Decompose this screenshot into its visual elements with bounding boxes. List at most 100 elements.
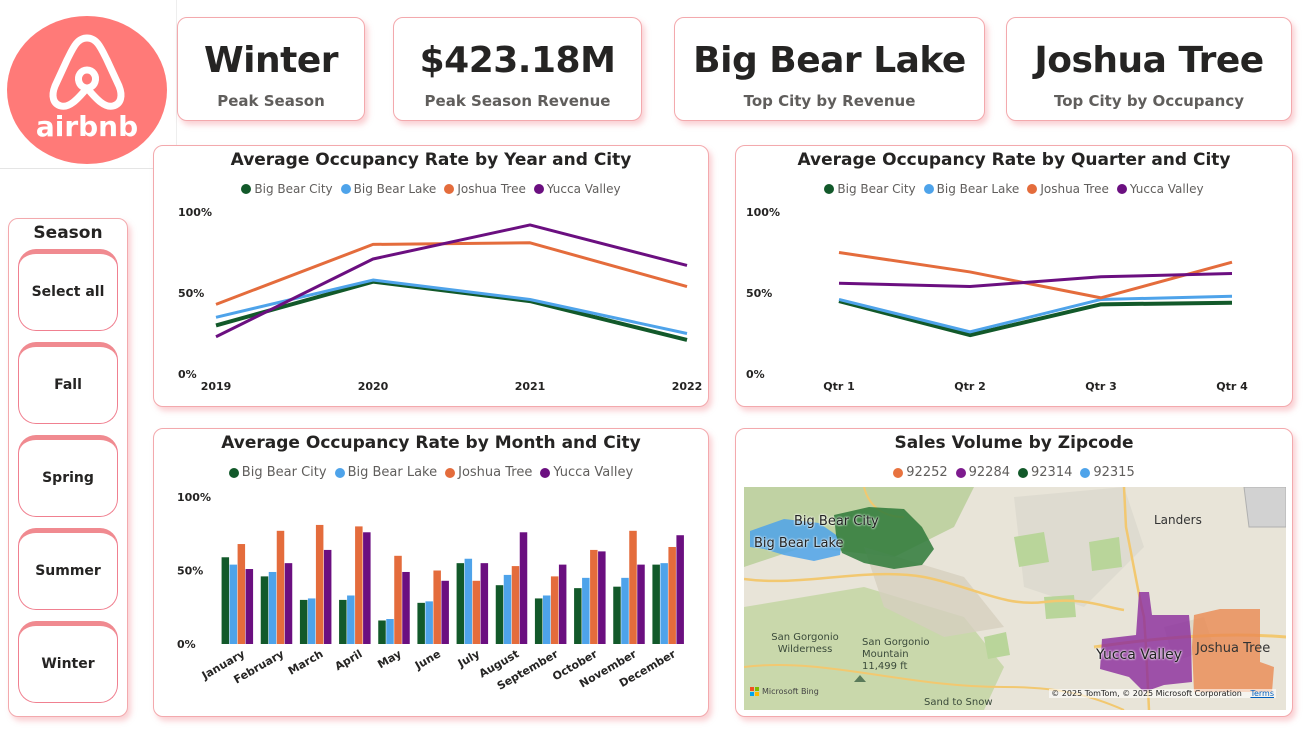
slicer-option-summer[interactable]: Summer: [18, 528, 118, 610]
zip-92252-area[interactable]: [1192, 609, 1274, 692]
bar-november-yucca-valley[interactable]: [637, 564, 645, 644]
bar-may-yucca-valley[interactable]: [402, 571, 410, 644]
y-tick-label: 0%: [746, 368, 765, 381]
map-canvas[interactable]: Big Bear City Big Bear Lake Landers San …: [744, 487, 1286, 710]
kpi-value: $423.18M: [419, 40, 616, 81]
legend-item[interactable]: Big Bear Lake: [923, 182, 1020, 196]
series-line-joshua-tree[interactable]: [215, 241, 688, 306]
bar-july-yucca-valley[interactable]: [480, 563, 489, 644]
chart-occupancy-by-month: Average Occupancy Rate by Month and City…: [153, 428, 709, 717]
bar-december-yucca-valley[interactable]: [676, 535, 684, 644]
slicer-option-spring[interactable]: Spring: [18, 435, 118, 517]
series-line-yucca-valley[interactable]: [215, 223, 688, 339]
bar-september-yucca-valley[interactable]: [558, 564, 567, 644]
series-line-big-bear-lake[interactable]: [838, 294, 1233, 334]
x-tick-label: Qtr 4: [1216, 380, 1248, 393]
legend-item[interactable]: 92315: [1080, 465, 1135, 480]
bar-september-big-bear-city[interactable]: [534, 598, 543, 644]
bar-march-joshua-tree[interactable]: [315, 524, 324, 644]
bar-october-big-bear-lake[interactable]: [582, 577, 590, 644]
bar-april-yucca-valley[interactable]: [363, 532, 371, 644]
bar-april-big-bear-lake[interactable]: [347, 595, 355, 644]
bar-november-big-bear-city[interactable]: [613, 586, 621, 644]
bar-march-big-bear-lake[interactable]: [307, 598, 316, 644]
bar-july-big-bear-lake[interactable]: [464, 558, 473, 644]
bar-november-big-bear-lake[interactable]: [621, 577, 629, 644]
legend-item[interactable]: Big Bear City: [824, 182, 916, 196]
slicer-option-winter[interactable]: Winter: [18, 621, 118, 703]
bing-label: Microsoft Bing: [762, 687, 819, 696]
series-line-joshua-tree[interactable]: [838, 251, 1233, 300]
bar-may-big-bear-lake[interactable]: [386, 619, 394, 644]
bar-march-big-bear-city[interactable]: [299, 599, 308, 644]
bar-january-big-bear-city[interactable]: [221, 557, 230, 644]
bar-october-yucca-valley[interactable]: [598, 551, 606, 644]
bar-september-joshua-tree[interactable]: [550, 576, 559, 644]
legend-item[interactable]: Yucca Valley: [533, 182, 621, 196]
bar-october-big-bear-city[interactable]: [574, 588, 582, 644]
bar-january-yucca-valley[interactable]: [245, 569, 254, 644]
x-tick-label: May: [375, 647, 403, 671]
bar-february-big-bear-lake[interactable]: [268, 571, 277, 644]
bar-may-big-bear-city[interactable]: [378, 620, 386, 644]
legend-item[interactable]: 92284: [955, 465, 1010, 480]
bar-december-big-bear-lake[interactable]: [660, 563, 668, 644]
zip-92314-area[interactable]: [834, 507, 934, 569]
legend-item[interactable]: 92314: [1018, 465, 1072, 480]
chart-title: Average Occupancy Rate by Quarter and Ci…: [797, 150, 1231, 170]
legend-item[interactable]: Big Bear Lake: [334, 465, 438, 480]
legend-label: Big Bear Lake: [936, 182, 1020, 196]
bar-june-big-bear-city[interactable]: [417, 602, 425, 644]
legend-item[interactable]: Big Bear City: [228, 465, 327, 480]
bar-august-yucca-valley[interactable]: [519, 532, 528, 644]
legend-item[interactable]: Big Bear Lake: [340, 182, 436, 196]
legend-item[interactable]: Big Bear City: [241, 182, 333, 196]
bar-december-big-bear-city[interactable]: [652, 564, 660, 644]
bar-june-yucca-valley[interactable]: [441, 580, 449, 644]
series-line-yucca-valley[interactable]: [838, 272, 1233, 289]
bar-august-big-bear-city[interactable]: [495, 585, 504, 644]
x-tick-label: Qtr 1: [823, 380, 855, 393]
bar-november-joshua-tree[interactable]: [629, 530, 637, 644]
chart-legend: Big Bear City Big Bear Lake Joshua Tree …: [154, 182, 708, 196]
series-line-big-bear-city[interactable]: [838, 299, 1233, 338]
bar-july-big-bear-city[interactable]: [456, 563, 465, 644]
legend-dot: [1018, 467, 1028, 478]
legend-label: Big Bear Lake: [347, 465, 438, 480]
bar-february-joshua-tree[interactable]: [276, 530, 285, 644]
y-tick-label: 0%: [178, 368, 197, 381]
legend-item[interactable]: Yucca Valley: [1116, 182, 1204, 196]
slicer-option-fall[interactable]: Fall: [18, 342, 118, 424]
bar-april-joshua-tree[interactable]: [355, 526, 363, 644]
zip-92284-area[interactable]: [1100, 592, 1192, 692]
bar-april-big-bear-city[interactable]: [339, 599, 347, 644]
legend-item[interactable]: 92252: [893, 465, 948, 480]
bar-december-joshua-tree[interactable]: [668, 546, 676, 644]
bar-january-joshua-tree[interactable]: [237, 544, 246, 644]
bar-february-big-bear-city[interactable]: [260, 576, 269, 644]
series-line-big-bear-city[interactable]: [215, 279, 688, 342]
slicer-option-select-all[interactable]: Select all: [18, 249, 118, 331]
bar-june-big-bear-lake[interactable]: [425, 601, 433, 644]
bar-june-joshua-tree[interactable]: [433, 570, 441, 645]
bar-august-joshua-tree[interactable]: [511, 566, 520, 644]
bar-february-yucca-valley[interactable]: [284, 563, 293, 644]
bar-march-yucca-valley[interactable]: [323, 549, 332, 644]
bing-logo: Microsoft Bing: [750, 687, 819, 696]
terms-link[interactable]: Terms: [1250, 689, 1274, 698]
legend-item[interactable]: Yucca Valley: [540, 465, 633, 480]
legend-item[interactable]: Joshua Tree: [1027, 182, 1109, 196]
bar-july-joshua-tree[interactable]: [472, 580, 481, 644]
zip-92315-area[interactable]: [750, 519, 842, 561]
kpi-value: Big Bear Lake: [693, 40, 966, 81]
bar-september-big-bear-lake[interactable]: [542, 595, 551, 644]
legend-item[interactable]: Joshua Tree: [444, 182, 526, 196]
logo-divider-line: [0, 168, 176, 169]
bar-january-big-bear-lake[interactable]: [229, 564, 238, 644]
chart-occupancy-by-year: Average Occupancy Rate by Year and City …: [153, 145, 709, 407]
bar-october-joshua-tree[interactable]: [590, 549, 598, 644]
y-tick-label: 50%: [178, 287, 204, 300]
bar-may-joshua-tree[interactable]: [394, 555, 402, 644]
legend-item[interactable]: Joshua Tree: [445, 465, 532, 480]
bar-august-big-bear-lake[interactable]: [503, 574, 512, 644]
